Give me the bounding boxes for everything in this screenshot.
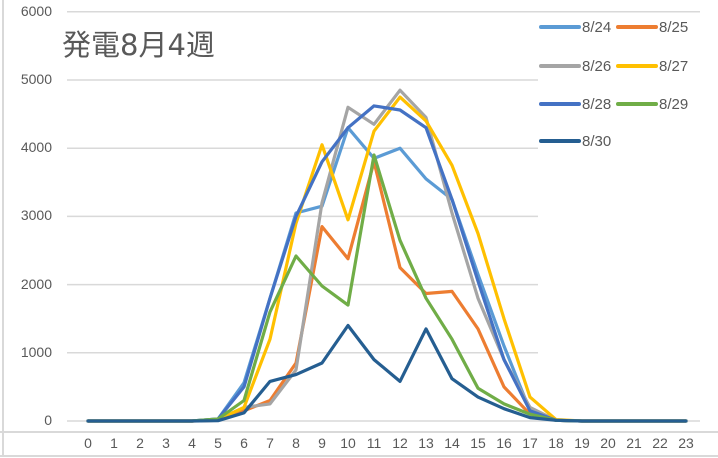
legend-label: 8/24 [582,18,612,36]
y-tick-label: 2000 [20,275,52,292]
x-tick-label: 18 [548,435,564,451]
x-tick-label: 19 [574,435,590,451]
series-line-8-24 [86,126,688,423]
y-tick-label: 1000 [20,343,52,360]
legend-item: 8/28 [539,94,611,114]
x-tick-label: 17 [522,435,538,451]
x-tick-label: 3 [162,435,170,451]
x-tick-label: 9 [318,435,326,451]
x-tick-label: 13 [418,435,434,451]
legend-label: 8/28 [582,95,612,113]
legend-swatch-icon [539,139,581,143]
y-tick-label: 4000 [20,139,52,156]
y-tick-label: 6000 [20,2,52,19]
legend-item: 8/29 [616,94,688,114]
legend-label: 8/26 [582,57,612,75]
x-tick-label: 4 [188,435,196,451]
x-tick-label: 6 [240,435,248,451]
x-tick-label: 16 [496,435,512,451]
x-tick-label: 2 [136,435,144,451]
x-tick-label: 11 [366,435,382,451]
series-line-8-29 [86,153,688,423]
bottom-border [0,455,718,457]
x-tick-label: 8 [292,435,300,451]
x-tick-label: 1 [110,435,118,451]
x-tick-label: 5 [214,435,222,451]
legend-swatch-icon [539,102,581,106]
x-tick-label: 23 [678,435,694,451]
legend-label: 8/25 [659,18,689,36]
x-tick-label: 7 [266,435,274,451]
chart-title: 発電8月4週 [62,28,215,62]
legend-label: 8/29 [659,95,689,113]
x-tick-label: 20 [600,435,616,451]
y-tick-label: 3000 [20,207,52,224]
series-line-8-30 [86,323,688,423]
legend-item: 8/26 [539,56,611,76]
x-tick-label: 15 [470,435,486,451]
y-tick-label: 5000 [20,71,52,87]
x-tick-label: 22 [652,435,668,451]
legend-swatch-icon [539,25,581,29]
legend-swatch-icon [616,64,658,68]
legend-item: 8/30 [539,131,611,151]
legend-swatch-icon [539,64,581,68]
x-tick-label: 14 [444,435,460,451]
legend-item: 8/25 [616,17,688,37]
x-tick-label: 10 [340,435,356,451]
axis-separator [0,431,718,433]
legend-swatch-icon [616,25,658,29]
x-tick-label: 12 [392,435,408,451]
legend-item: 8/27 [616,56,688,76]
legend-swatch-icon [616,102,658,106]
y-tick-label: 0 [44,412,52,428]
x-tick-label: 21 [626,435,642,451]
legend-label: 8/30 [582,132,612,150]
legend-label: 8/27 [659,57,689,75]
legend-item: 8/24 [539,17,611,37]
x-tick-label: 0 [84,435,92,451]
